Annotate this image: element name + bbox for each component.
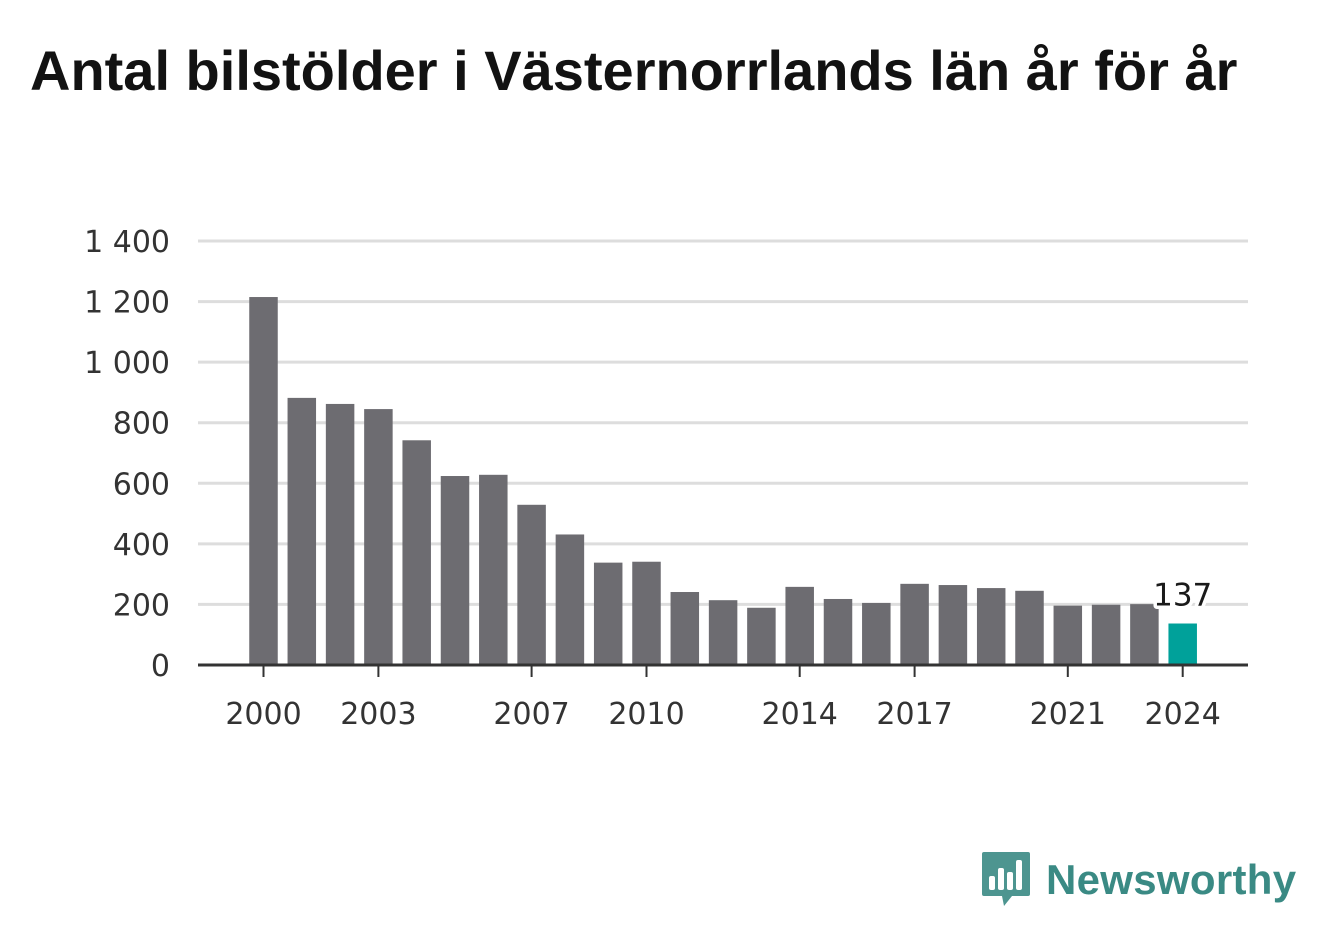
bar: [249, 297, 278, 665]
newsworthy-logo-icon: [982, 852, 1030, 906]
bar: [593, 562, 623, 665]
bar: [632, 561, 661, 665]
x-axis: 2000 2003 2007 2010 2014 2017 2021 2024: [198, 663, 1248, 732]
bar: [976, 588, 1006, 665]
y-tick-label: 600: [113, 467, 170, 502]
newsworthy-logo-text: Newsworthy: [1046, 856, 1297, 903]
bar: [1053, 605, 1083, 665]
x-tick-label: 2010: [608, 697, 684, 732]
x-tick-label: 2017: [876, 697, 952, 732]
bar: [1091, 604, 1121, 665]
bar: [1015, 590, 1044, 665]
y-tick-label: 1 400: [84, 225, 170, 260]
chart-title: Antal bilstölder i Västernorrlands län å…: [30, 39, 1238, 102]
x-tick-label: 2003: [340, 697, 416, 732]
data-label-highlight: 137: [1153, 578, 1212, 614]
y-tick-label: 400: [113, 528, 170, 563]
bar: [785, 586, 814, 665]
y-tick-label: 200: [113, 588, 170, 623]
x-tick-label: 2007: [493, 697, 569, 732]
bar: [938, 585, 968, 665]
x-tick-label: 2021: [1030, 697, 1106, 732]
y-tick-label: 1 200: [84, 286, 170, 321]
newsworthy-logo: Newsworthy: [980, 850, 1296, 910]
data-labels: 137: [1150, 574, 1216, 617]
bar: [479, 474, 508, 665]
bar: [670, 592, 700, 665]
y-axis-ticks: 0 200 400 600 800 1 000 1 200 1 400: [84, 225, 170, 684]
y-tick-label: 1 000: [84, 346, 170, 381]
bars: [249, 297, 1197, 665]
x-tick-label: 2014: [762, 697, 838, 732]
bar: [517, 504, 546, 665]
bar: [708, 600, 738, 665]
bar-highlight: [1168, 623, 1197, 665]
y-tick-label: 800: [113, 407, 170, 442]
x-tick-label: 2000: [225, 697, 301, 732]
bar: [900, 583, 929, 665]
bar: [325, 403, 355, 665]
bar: [747, 607, 776, 665]
bar: [823, 598, 853, 665]
bar: [1130, 604, 1159, 665]
bar: [440, 476, 470, 665]
bar: [862, 602, 891, 665]
x-tick-label: 2024: [1145, 697, 1221, 732]
bar: [555, 534, 585, 665]
bar: [402, 440, 431, 665]
bar: [364, 409, 393, 665]
y-tick-label: 0: [151, 649, 170, 684]
bar: [287, 397, 317, 665]
gridlines: [198, 239, 1248, 606]
